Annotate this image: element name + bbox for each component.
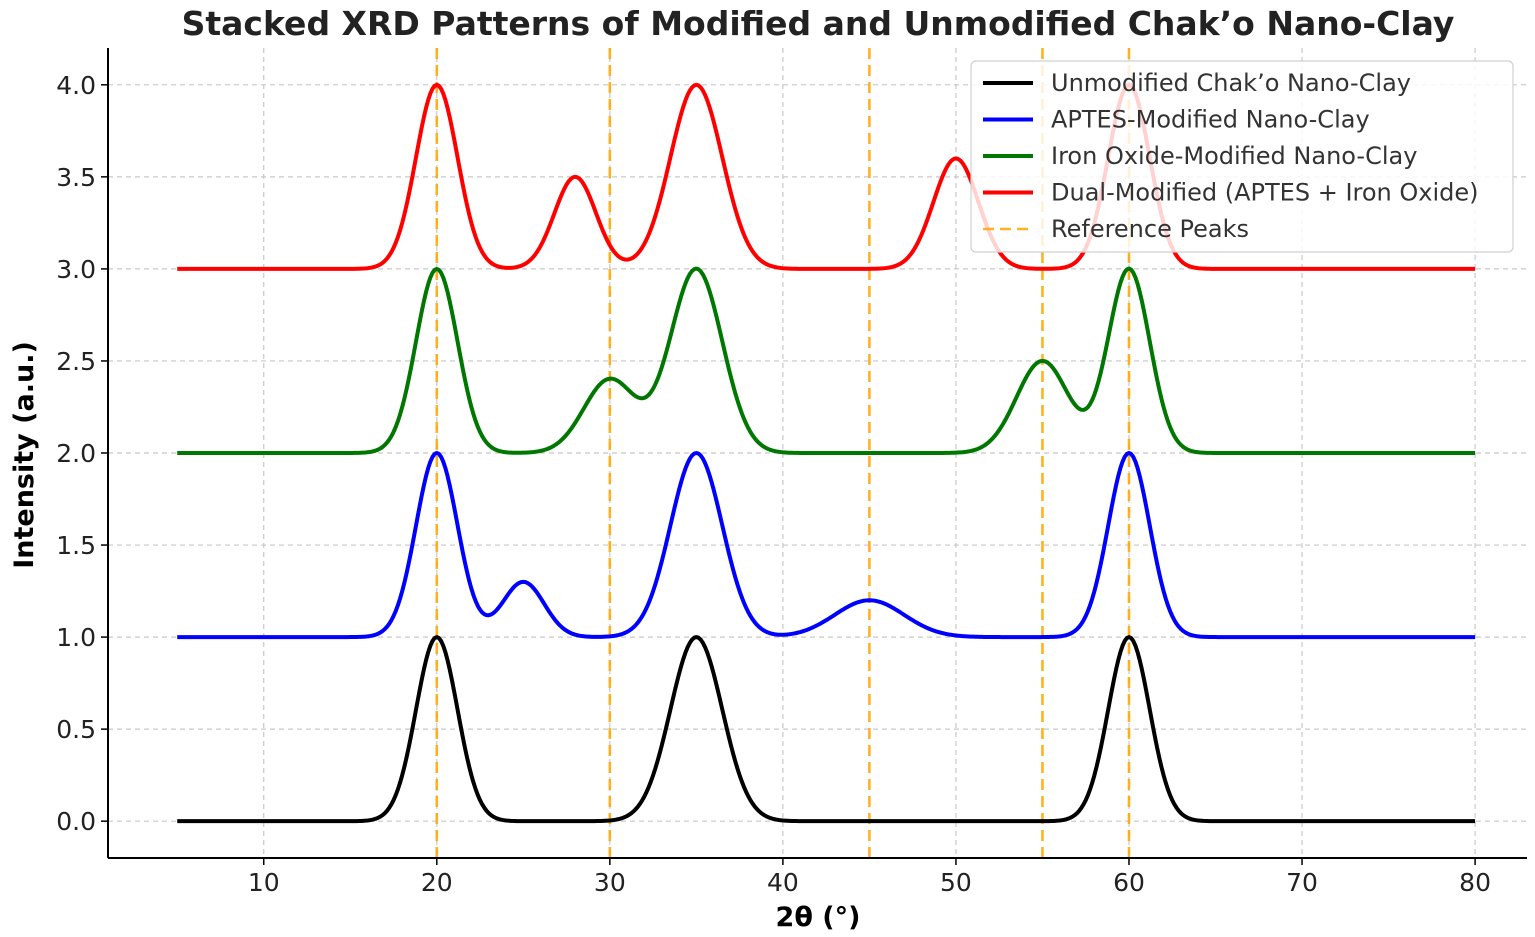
y-tick-label: 2.5	[56, 347, 96, 376]
legend-label: APTES-Modified Nano-Clay	[1051, 106, 1370, 134]
series-line	[177, 635, 1476, 824]
series-line	[177, 266, 1476, 455]
x-tick-label: 50	[940, 868, 972, 897]
y-axis-label: Intensity (a.u.)	[9, 341, 40, 569]
legend-label: Reference Peaks	[1051, 215, 1249, 243]
series-lines	[177, 82, 1476, 824]
y-tick-label: 4.0	[56, 71, 96, 100]
x-tick-label: 40	[767, 868, 799, 897]
legend-label: Dual-Modified (APTES + Iron Oxide)	[1051, 179, 1479, 207]
x-tick-label: 10	[248, 868, 280, 897]
x-tick-label: 80	[1459, 868, 1491, 897]
x-tick-label: 20	[421, 868, 453, 897]
series-line	[177, 82, 1476, 271]
x-tick-label: 30	[594, 868, 626, 897]
chart-title: Stacked XRD Patterns of Modified and Unm…	[182, 4, 1455, 43]
y-tick-label: 0.5	[56, 715, 96, 744]
series-line	[177, 450, 1476, 640]
legend: Unmodified Chak’o Nano-Clay APTES-Modifie…	[970, 60, 1514, 253]
tick-labels: 10 20 30 40 50 60 70 80 0.0 0.5 1.0 1.5 2.0 2.5 3.0 3.5…	[56, 71, 1491, 897]
y-tick-label: 2.0	[56, 439, 96, 468]
y-tick-label: 3.0	[56, 255, 96, 284]
x-tick-label: 60	[1113, 868, 1145, 897]
x-tick-label: 70	[1286, 868, 1318, 897]
legend-label: Unmodified Chak’o Nano-Clay	[1051, 69, 1411, 97]
y-tick-label: 1.5	[56, 531, 96, 560]
legend-box	[970, 60, 1514, 253]
y-tick-label: 3.5	[56, 163, 96, 192]
legend-label: Iron Oxide-Modified Nano-Clay	[1051, 142, 1417, 170]
y-tick-label: 1.0	[56, 623, 96, 652]
y-tick-label: 0.0	[56, 807, 96, 836]
x-axis-label: 2θ (°)	[776, 902, 861, 933]
